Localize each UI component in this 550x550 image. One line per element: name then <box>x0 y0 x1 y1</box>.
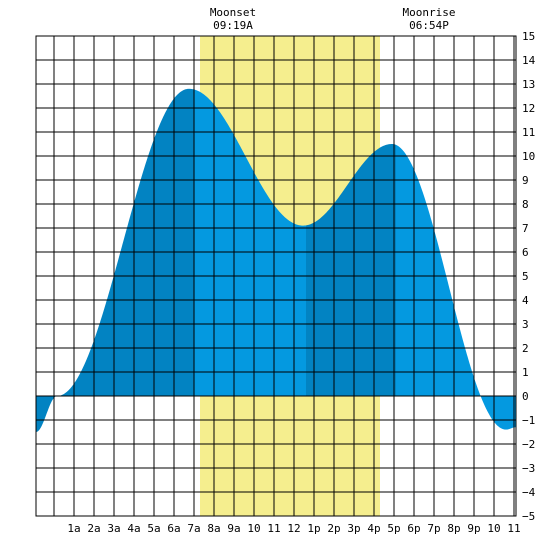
x-tick-label: 7p <box>427 522 440 535</box>
x-tick-label: 4a <box>127 522 140 535</box>
tide-segment-day <box>396 144 516 430</box>
moon-event-name: Moonrise <box>403 6 456 19</box>
x-tick-label: 9a <box>227 522 240 535</box>
y-tick-label: 4 <box>522 294 529 307</box>
y-tick-label: 8 <box>522 198 529 211</box>
y-tick-label: 0 <box>522 390 529 403</box>
y-tick-label: −2 <box>522 438 535 451</box>
y-tick-label: 12 <box>522 102 535 115</box>
x-tick-label: 3a <box>107 522 120 535</box>
moon-event-name: Moonset <box>210 6 256 19</box>
x-tick-label: 11 <box>267 522 280 535</box>
x-tick-label: 10 <box>247 522 260 535</box>
x-tick-label: 8p <box>447 522 460 535</box>
grid <box>35 35 517 517</box>
y-tick-label: 9 <box>522 174 529 187</box>
x-tick-label: 4p <box>367 522 380 535</box>
x-tick-label: 5a <box>147 522 160 535</box>
plot-border <box>35 35 517 517</box>
y-tick-label: −3 <box>522 462 535 475</box>
x-tick-label: 9p <box>467 522 480 535</box>
x-tick-label: 1p <box>307 522 320 535</box>
y-tick-label: 6 <box>522 246 529 259</box>
x-tick-label: 2p <box>327 522 340 535</box>
y-tick-label: 2 <box>522 342 529 355</box>
y-tick-label: 7 <box>522 222 529 235</box>
x-tick-label: 1a <box>67 522 80 535</box>
y-tick-label: −5 <box>522 510 535 523</box>
x-tick-label: 2a <box>87 522 100 535</box>
y-tick-label: 11 <box>522 126 535 139</box>
x-tick-label: 7a <box>187 522 200 535</box>
moon-event-time: 06:54P <box>409 19 449 32</box>
y-tick-label: 1 <box>522 366 529 379</box>
x-tick-label: 5p <box>387 522 400 535</box>
x-tick-label: 11 <box>507 522 520 535</box>
x-tick-label: 10 <box>487 522 500 535</box>
x-tick-label: 8a <box>207 522 220 535</box>
y-tick-label: 10 <box>522 150 535 163</box>
x-axis-ticks: 1a 2a 3a 4a 5a 6a 7a 8a 9a 10 11 12 1p 2p 3p 4p 5p 6p 7p 8p… <box>67 522 520 535</box>
y-tick-label: −4 <box>522 486 536 499</box>
x-tick-label: 12 <box>287 522 300 535</box>
x-tick-label: 6a <box>167 522 180 535</box>
tide-segment-night <box>36 88 194 433</box>
y-tick-label: 13 <box>522 78 535 91</box>
y-tick-label: 5 <box>522 270 529 283</box>
y-tick-label: 15 <box>522 30 535 43</box>
x-tick-label: 6p <box>407 522 420 535</box>
tide-segment-day <box>194 89 306 396</box>
moon-event-time: 09:19A <box>213 19 253 32</box>
x-tick-label: 3p <box>347 522 360 535</box>
y-tick-label: 14 <box>522 54 536 67</box>
y-tick-label: 3 <box>522 318 529 331</box>
y-tick-label: −1 <box>522 414 535 427</box>
